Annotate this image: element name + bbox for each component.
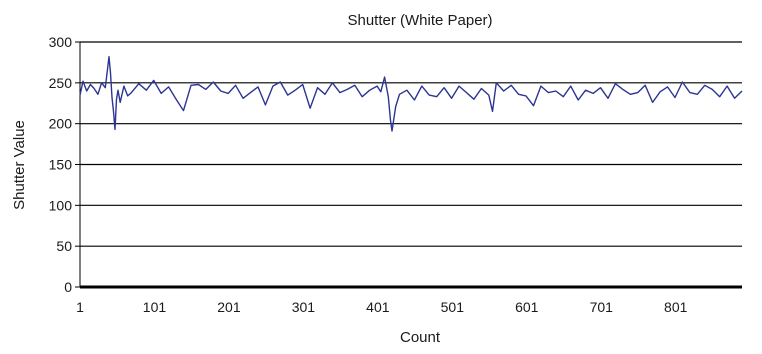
x-tick-label: 201 <box>217 299 241 315</box>
x-tick-label: 401 <box>366 299 390 315</box>
x-tick-label: 1 <box>76 299 84 315</box>
y-tick-label: 150 <box>49 157 73 173</box>
gridlines <box>80 41 742 247</box>
y-tick-label: 0 <box>64 279 72 295</box>
y-tick-label: 300 <box>49 34 73 50</box>
y-tick-label: 250 <box>49 75 73 91</box>
series-line-0 <box>79 56 743 132</box>
x-tick-label: 301 <box>292 299 316 315</box>
y-tick-labels: 0 50 100 150 200 250 300 <box>49 34 73 295</box>
axes <box>75 41 742 289</box>
y-tick-label: 200 <box>49 116 73 132</box>
y-tick-label: 100 <box>49 197 73 213</box>
y-tick-label: 50 <box>56 238 72 254</box>
chart-title: Shutter (White Paper) <box>347 12 492 29</box>
x-tick-label: 101 <box>143 299 167 315</box>
y-axis-label: Shutter Value <box>11 120 28 210</box>
x-axis-label: Count <box>400 329 441 346</box>
x-tick-label: 601 <box>515 299 539 315</box>
x-tick-label: 501 <box>441 299 465 315</box>
x-tick-label: 701 <box>590 299 614 315</box>
x-tick-label: 801 <box>664 299 688 315</box>
x-tick-labels: 1 101 201 301 401 501 601 701 801 <box>76 299 688 315</box>
series-group <box>79 56 743 132</box>
